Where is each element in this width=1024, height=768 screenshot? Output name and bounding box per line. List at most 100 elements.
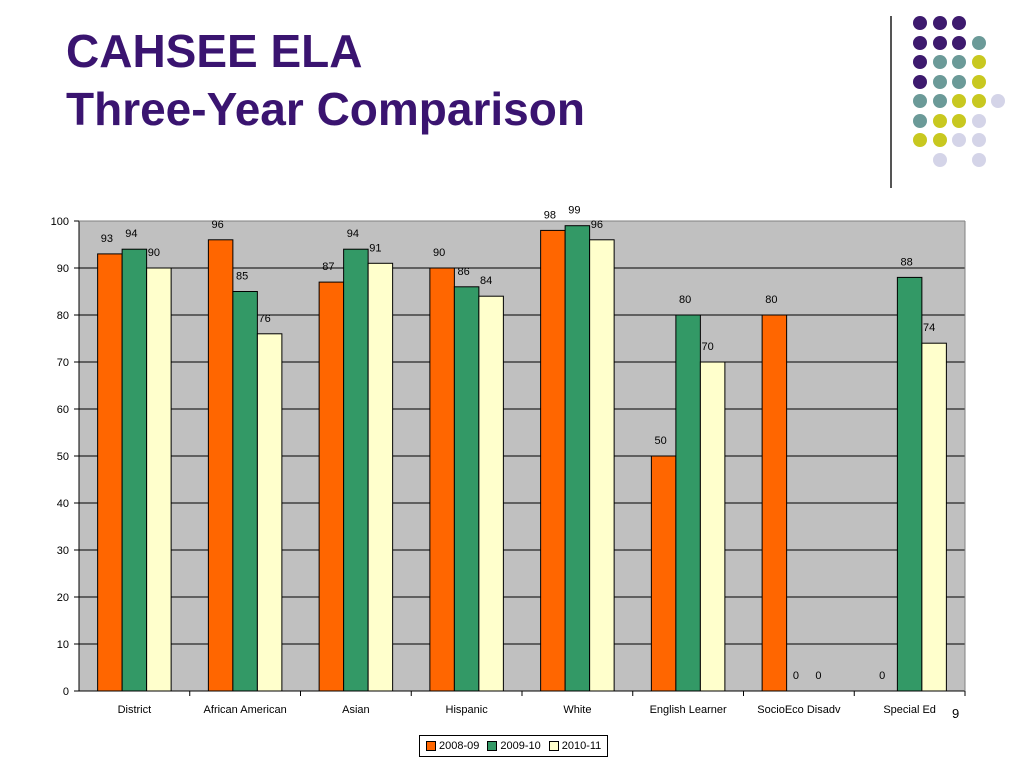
bar-chart: 0 10 20 30 40 50 60 70 80 90 100 District 93 94 90 Afri… [51, 205, 966, 716]
legend-swatch-2010-11 [548, 741, 559, 751]
slide-title-line2: Three-Year Comparison [66, 83, 585, 135]
decorative-dot [952, 35, 966, 50]
bar [97, 253, 123, 692]
bar [650, 455, 677, 692]
bar [343, 248, 369, 692]
decorative-dot [932, 133, 947, 147]
x-tick-label: SocioEco Disadv [757, 704, 841, 716]
y-tick-label: 100 [51, 216, 69, 228]
x-tick-label: Hispanic [446, 704, 489, 716]
decorative-dot [913, 35, 927, 50]
decorative-dot [932, 152, 947, 167]
chart-legend: 2008-09 2009-10 2010-11 [419, 735, 609, 757]
decorative-dot [952, 74, 966, 89]
legend-label-2009-10: 2009-10 [500, 740, 541, 752]
y-tick-label: 80 [57, 310, 69, 322]
y-tick-label: 10 [57, 639, 69, 651]
bar [232, 291, 258, 692]
bar [453, 286, 480, 692]
decorative-dot [913, 133, 927, 147]
legend-item-2008-09: 2008-09 [426, 740, 479, 752]
decorative-dot [952, 94, 966, 108]
bar [540, 229, 566, 692]
data-label: 98 [544, 209, 556, 221]
decorative-dot [991, 94, 1005, 108]
legend-label-2008-09: 2008-09 [439, 740, 480, 752]
legend-item-2009-10: 2009-10 [487, 740, 541, 752]
legend-swatch-2009-10 [487, 741, 498, 751]
x-tick-label: District [118, 704, 152, 716]
decorative-dot [913, 94, 927, 108]
decorative-dot [913, 16, 927, 30]
data-label: 80 [679, 294, 691, 306]
bar [761, 314, 788, 692]
x-tick-label: White [563, 704, 591, 716]
decorative-dot [932, 55, 947, 69]
data-label: 96 [591, 219, 603, 231]
decorative-dot [971, 35, 986, 50]
data-label: 86 [458, 266, 470, 278]
decorative-dot [971, 152, 986, 167]
decorative-dot [971, 74, 986, 89]
decorative-dot [971, 55, 986, 69]
data-label: 50 [655, 435, 667, 447]
data-label: 96 [212, 219, 224, 231]
bar [429, 267, 455, 692]
y-tick-label: 50 [57, 451, 69, 463]
y-tick-label: 40 [57, 498, 69, 510]
bar [564, 225, 591, 692]
data-label: 85 [236, 271, 248, 283]
legend-item-2010-11: 2010-11 [548, 740, 602, 752]
decorative-dot [971, 94, 986, 108]
bar [589, 239, 615, 692]
data-label: 84 [480, 275, 492, 287]
y-tick-label: 20 [57, 592, 69, 604]
decorative-dot [952, 113, 966, 128]
slide-title: CAHSEE ELA Three-Year Comparison [66, 22, 585, 138]
slide-title-line1: CAHSEE ELA [66, 25, 363, 77]
bar [367, 262, 394, 692]
x-tick-label: English Learner [650, 704, 727, 716]
legend-label-2010-11: 2010-11 [561, 740, 602, 752]
decorative-dot [952, 16, 966, 30]
data-label: 90 [148, 247, 160, 259]
bar [146, 267, 172, 692]
data-label: 94 [125, 228, 137, 240]
legend-swatch-2008-09 [426, 741, 436, 751]
x-tick-label: African American [204, 704, 287, 716]
y-tick-label: 30 [57, 545, 69, 557]
bar [675, 314, 701, 692]
y-tick-label: 70 [57, 357, 69, 369]
data-label: 76 [259, 313, 271, 325]
data-label: 0 [879, 670, 885, 682]
decorative-dot [932, 16, 947, 30]
data-label: 70 [702, 341, 714, 353]
decorative-dot [971, 133, 986, 147]
y-tick-label: 0 [63, 686, 69, 698]
x-tick-label: Special Ed [883, 704, 936, 716]
decorative-divider [890, 16, 892, 188]
page-number: 9 [952, 706, 960, 721]
decorative-dot [932, 94, 947, 108]
data-label: 99 [568, 205, 580, 217]
data-label: 0 [815, 670, 821, 682]
bar [921, 342, 947, 692]
decorative-dot [932, 113, 947, 128]
data-label: 74 [923, 322, 935, 334]
bar [699, 361, 726, 692]
data-label: 94 [347, 228, 359, 240]
data-label: 91 [369, 242, 381, 254]
decorative-dot [971, 113, 986, 128]
decorative-dot [932, 74, 947, 89]
decorative-dot [952, 133, 966, 147]
x-tick-label: Asian [342, 704, 370, 716]
bar [896, 276, 923, 692]
decorative-dot [913, 55, 927, 69]
data-label: 80 [765, 294, 777, 306]
data-label: 93 [101, 233, 113, 245]
decorative-dot [932, 35, 947, 50]
y-tick-label: 60 [57, 404, 69, 416]
bar [121, 248, 148, 692]
bar [256, 333, 283, 692]
bar [478, 295, 504, 692]
